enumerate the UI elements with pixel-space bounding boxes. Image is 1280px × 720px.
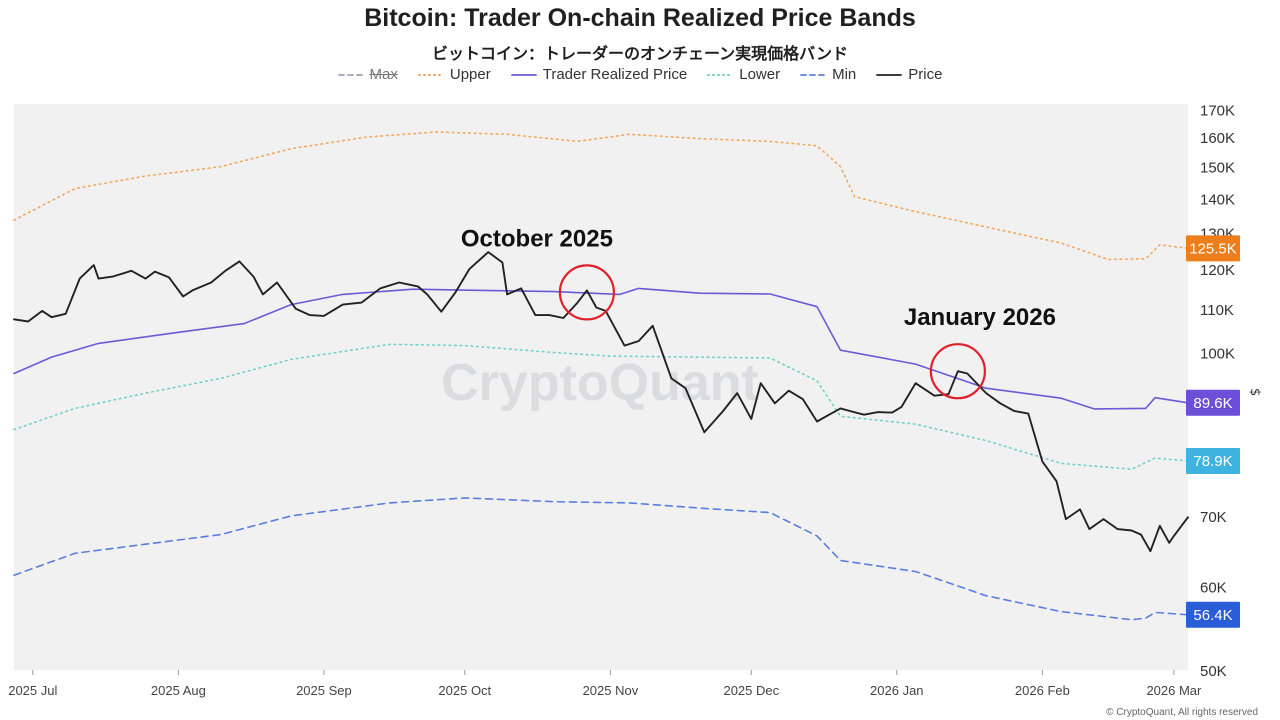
legend-swatch-upper	[417, 73, 444, 76]
legend-label-trp: Trader Realized Price	[542, 66, 688, 83]
series-line-price	[13, 251, 1189, 553]
value-badge-label: 125.5K	[1189, 240, 1237, 257]
annotation-label: October 2025	[461, 225, 613, 252]
y-tick-label: 120K	[1200, 262, 1235, 279]
x-tick-label: 2025 Aug	[151, 683, 206, 698]
y-tick-label: 100K	[1200, 346, 1235, 363]
y-tick-label: 60K	[1200, 580, 1227, 597]
x-tick-label: 2026 Mar	[1146, 683, 1202, 698]
plot-background	[14, 104, 1188, 670]
value-badge-label: 78.9K	[1193, 453, 1232, 470]
y-tick-label: 150K	[1200, 160, 1235, 177]
legend-item-min[interactable]: Min	[800, 66, 856, 83]
series-layer	[13, 131, 1189, 621]
annotation-layer: October 2025 January 2026	[461, 225, 1056, 400]
legend: Max Upper Trader Realized Price Lower Min Pri…	[0, 66, 1280, 83]
value-badge-bg	[1186, 389, 1240, 416]
annotation-circle	[929, 343, 987, 400]
legend-label-lower: Lower	[739, 66, 781, 83]
currency-icon: $	[1247, 388, 1262, 396]
y-tick-label: 70K	[1200, 509, 1227, 526]
legend-label-min: Min	[832, 66, 857, 83]
value-badge-upper: 125.5K	[1186, 235, 1240, 262]
chart-subtitle: ビットコイン：トレーダーのオンチェーン実現価格バンド	[431, 44, 848, 63]
y-tick-label: 170K	[1200, 102, 1235, 119]
legend-item-lower[interactable]: Lower	[707, 66, 780, 83]
legend-label-upper: Upper	[449, 66, 491, 83]
x-tick-label: 2025 Dec	[723, 683, 779, 698]
y-tick-label: 50K	[1200, 663, 1227, 680]
x-tick-label: 2026 Feb	[1015, 683, 1070, 698]
value-badge-label: 89.6K	[1193, 395, 1232, 412]
legend-swatch-lower	[707, 73, 734, 76]
x-tick-label: 2026 Jan	[870, 683, 924, 698]
y-tick-label: 160K	[1200, 130, 1235, 147]
value-badge-bg	[1186, 601, 1240, 628]
series-line-trp	[13, 287, 1189, 410]
value-badge-label: 56.4K	[1193, 607, 1232, 624]
series-line-min	[13, 497, 1189, 621]
x-tick-label: 2025 Nov	[583, 683, 639, 698]
x-tick-label: 2025 Jul	[8, 683, 57, 698]
watermark: CryptoQuant	[441, 354, 759, 412]
value-badge-bg	[1186, 448, 1240, 474]
legend-label-price: Price	[908, 66, 943, 83]
y-tick-label: 110K	[1200, 302, 1234, 319]
legend-item-trp[interactable]: Trader Realized Price	[510, 66, 688, 83]
legend-swatch-trp	[510, 73, 537, 76]
series-line-upper	[13, 131, 1189, 261]
annotation-label: January 2026	[904, 304, 1056, 331]
copyright-footer: © CryptoQuant, All rights reserved	[1106, 707, 1258, 718]
annotation-circle	[558, 264, 616, 321]
value-badge-trp: 89.6K	[1186, 389, 1240, 416]
value-badge-bg	[1186, 235, 1240, 262]
legend-item-price[interactable]: Price	[876, 66, 942, 83]
legend-label-max: Max	[369, 66, 398, 83]
legend-item-max[interactable]: Max	[337, 66, 398, 83]
legend-swatch-price	[876, 73, 903, 76]
chart-title: Bitcoin: Trader On-chain Realized Price …	[364, 4, 916, 32]
legend-item-upper[interactable]: Upper	[417, 66, 491, 83]
axis-layer: 50K60K70K80K90K100K110K120K130K140K150K1…	[8, 102, 1262, 698]
y-tick-label: 140K	[1200, 191, 1235, 208]
x-tick-label: 2025 Oct	[438, 683, 491, 698]
value-badge-lower: 78.9K	[1186, 448, 1240, 474]
legend-swatch-min	[800, 73, 826, 76]
legend-swatch-max	[337, 73, 364, 76]
value-badge-min: 56.4K	[1186, 601, 1240, 628]
x-tick-label: 2025 Sep	[296, 683, 352, 698]
